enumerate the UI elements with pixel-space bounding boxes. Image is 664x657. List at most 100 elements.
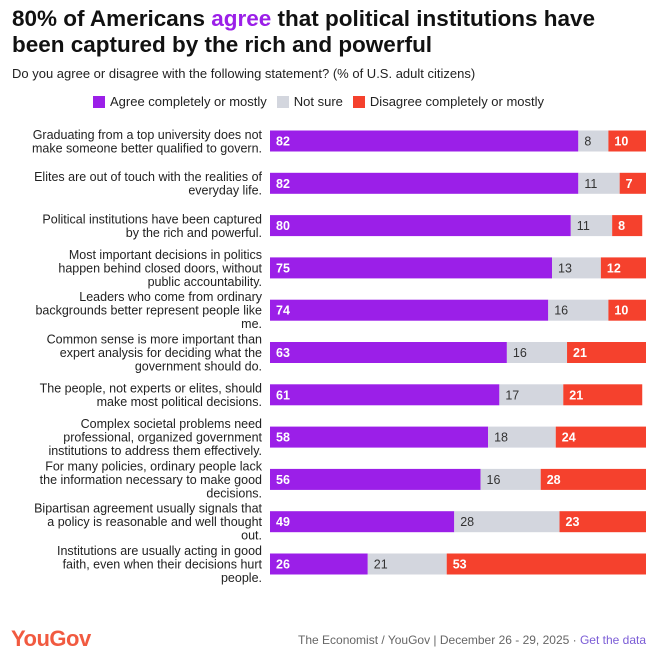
title-accent: agree — [211, 6, 272, 31]
category-label: For many policies, ordinary people lack t… — [40, 459, 263, 500]
value-label-agree-completely-or-mostly: 82 — [276, 135, 290, 149]
value-label-not-sure: 11 — [577, 219, 590, 233]
bar-segment-agree-completely-or-mostly — [270, 172, 579, 194]
value-label-agree-completely-or-mostly: 58 — [276, 431, 290, 445]
bar-segment-not-sure — [548, 299, 609, 321]
value-label-agree-completely-or-mostly: 49 — [276, 515, 290, 529]
legend-label-disagree: Disagree completely or mostly — [369, 94, 545, 109]
bar-segment-disagree-completely-or-mostly — [612, 215, 643, 237]
bar-segment-disagree-completely-or-mostly — [567, 342, 646, 363]
value-label-agree-completely-or-mostly: 26 — [276, 558, 290, 572]
value-label-not-sure: 13 — [558, 261, 572, 275]
bar-segment-disagree-completely-or-mostly — [608, 130, 646, 152]
category-label: Most important decisions in politics happ… — [58, 248, 262, 289]
value-label-not-sure: 17 — [505, 388, 519, 402]
category-label: Bipartisan agreement usually signals tha… — [34, 502, 262, 543]
get-the-data-link[interactable]: Get the data — [579, 633, 646, 647]
value-label-disagree-completely-or-mostly: 53 — [453, 558, 467, 572]
bar-row-9: For many policies, ordinary people lack t… — [40, 459, 646, 500]
value-label-disagree-completely-or-mostly: 21 — [573, 346, 587, 360]
value-label-disagree-completely-or-mostly: 7 — [626, 177, 633, 191]
legend-swatch-disagree — [352, 95, 365, 108]
value-label-agree-completely-or-mostly: 74 — [276, 304, 290, 318]
value-label-agree-completely-or-mostly: 63 — [276, 346, 290, 360]
bar-segment-disagree-completely-or-mostly — [563, 384, 643, 406]
bar-segment-disagree-completely-or-mostly — [559, 511, 646, 533]
bar-segment-not-sure — [552, 257, 601, 279]
bar-row-10: Bipartisan agreement usually signals tha… — [34, 502, 646, 543]
bar-segment-agree-completely-or-mostly — [270, 468, 481, 490]
bar-segment-agree-completely-or-mostly — [270, 426, 489, 448]
bar-segment-disagree-completely-or-mostly — [555, 426, 646, 448]
value-label-agree-completely-or-mostly: 56 — [276, 473, 290, 487]
value-label-not-sure: 18 — [494, 431, 508, 445]
bar-row-7: The people, not experts or elites, shoul… — [40, 382, 643, 410]
bar-segment-not-sure — [578, 130, 609, 152]
category-label: The people, not experts or elites, shoul… — [40, 382, 262, 410]
bar-row-5: Leaders who come from ordinary background… — [35, 290, 646, 331]
value-label-disagree-completely-or-mostly: 23 — [566, 515, 580, 529]
legend-item-not-sure: Not sure — [276, 94, 343, 109]
bar-segment-agree-completely-or-mostly — [270, 384, 500, 406]
bar-segment-not-sure — [506, 342, 568, 363]
category-label: Political institutions have been capture… — [42, 212, 262, 240]
bar-segment-disagree-completely-or-mostly — [540, 468, 646, 490]
bar-segment-agree-completely-or-mostly — [270, 299, 549, 321]
value-label-not-sure: 16 — [513, 346, 527, 360]
legend-swatch-not-sure — [276, 95, 289, 108]
legend-item-agree: Agree completely or mostly — [93, 94, 267, 109]
legend: Agree completely or mostly Not sure Disa… — [93, 94, 554, 109]
value-label-agree-completely-or-mostly: 82 — [276, 177, 290, 191]
value-label-not-sure: 16 — [554, 304, 568, 318]
bar-segment-agree-completely-or-mostly — [270, 342, 507, 363]
chart-subtitle: Do you agree or disagree with the follow… — [12, 66, 476, 81]
bar-segment-disagree-completely-or-mostly — [600, 257, 646, 279]
legend-swatch-agree — [93, 95, 105, 108]
value-label-not-sure: 11 — [584, 177, 597, 191]
title-prefix: 80% of Americans — [12, 6, 212, 31]
bar-row-3: Political institutions have been capture… — [42, 212, 643, 240]
value-label-disagree-completely-or-mostly: 28 — [547, 473, 561, 487]
bar-segment-not-sure — [499, 384, 564, 406]
bar-row-8: Complex societal problems need profession… — [48, 417, 646, 458]
value-label-disagree-completely-or-mostly: 10 — [614, 135, 628, 149]
value-label-disagree-completely-or-mostly: 24 — [562, 431, 576, 445]
category-label: Graduating from a top university does no… — [32, 128, 263, 156]
bar-segment-agree-completely-or-mostly — [270, 257, 552, 279]
value-label-disagree-completely-or-mostly: 8 — [618, 219, 625, 233]
bar-segment-disagree-completely-or-mostly — [446, 553, 646, 575]
value-label-not-sure: 8 — [584, 135, 591, 149]
bar-row-11: Institutions are usually acting in good f… — [57, 544, 646, 585]
value-label-agree-completely-or-mostly: 61 — [276, 388, 290, 402]
bar-segment-not-sure — [570, 215, 613, 237]
value-label-not-sure: 16 — [487, 473, 501, 487]
title-suffix: that political institutions have been ca… — [12, 6, 596, 57]
value-label-agree-completely-or-mostly: 80 — [276, 219, 290, 233]
category-label: Common sense is more important than exper… — [47, 333, 262, 374]
category-label: Elites are out of touch with the realiti… — [34, 170, 262, 198]
legend-item-disagree: Disagree completely or mostly — [352, 94, 545, 109]
value-label-disagree-completely-or-mostly: 10 — [614, 304, 628, 318]
bar-segment-not-sure — [480, 468, 541, 490]
bar-row-2: Elites are out of touch with the realiti… — [34, 170, 646, 198]
bar-segment-not-sure — [454, 511, 560, 533]
bar-segment-agree-completely-or-mostly — [270, 553, 368, 575]
bar-segment-disagree-completely-or-mostly — [608, 299, 646, 321]
value-label-disagree-completely-or-mostly: 21 — [569, 388, 583, 402]
value-label-agree-completely-or-mostly: 75 — [276, 261, 290, 275]
source-text: The Economist / YouGov | December 26 - 2… — [298, 633, 580, 647]
category-label: Leaders who come from ordinary background… — [35, 290, 262, 331]
bar-row-4: Most important decisions in politics happ… — [58, 248, 646, 289]
category-label: Institutions are usually acting in good f… — [57, 544, 263, 585]
bar-segment-agree-completely-or-mostly — [270, 511, 455, 533]
value-label-not-sure: 28 — [460, 515, 474, 529]
value-label-not-sure: 21 — [374, 558, 388, 572]
chart-title: 80% of Americans agree that political in… — [12, 6, 652, 58]
legend-label-not-sure: Not sure — [293, 94, 343, 109]
legend-label-agree: Agree completely or mostly — [110, 94, 267, 109]
bar-row-6: Common sense is more important than exper… — [47, 333, 646, 374]
bar-row-1: Graduating from a top university does no… — [32, 128, 646, 156]
value-label-disagree-completely-or-mostly: 12 — [607, 261, 621, 275]
bar-segment-not-sure — [488, 426, 556, 448]
yougov-logo: YouGov — [11, 626, 91, 651]
